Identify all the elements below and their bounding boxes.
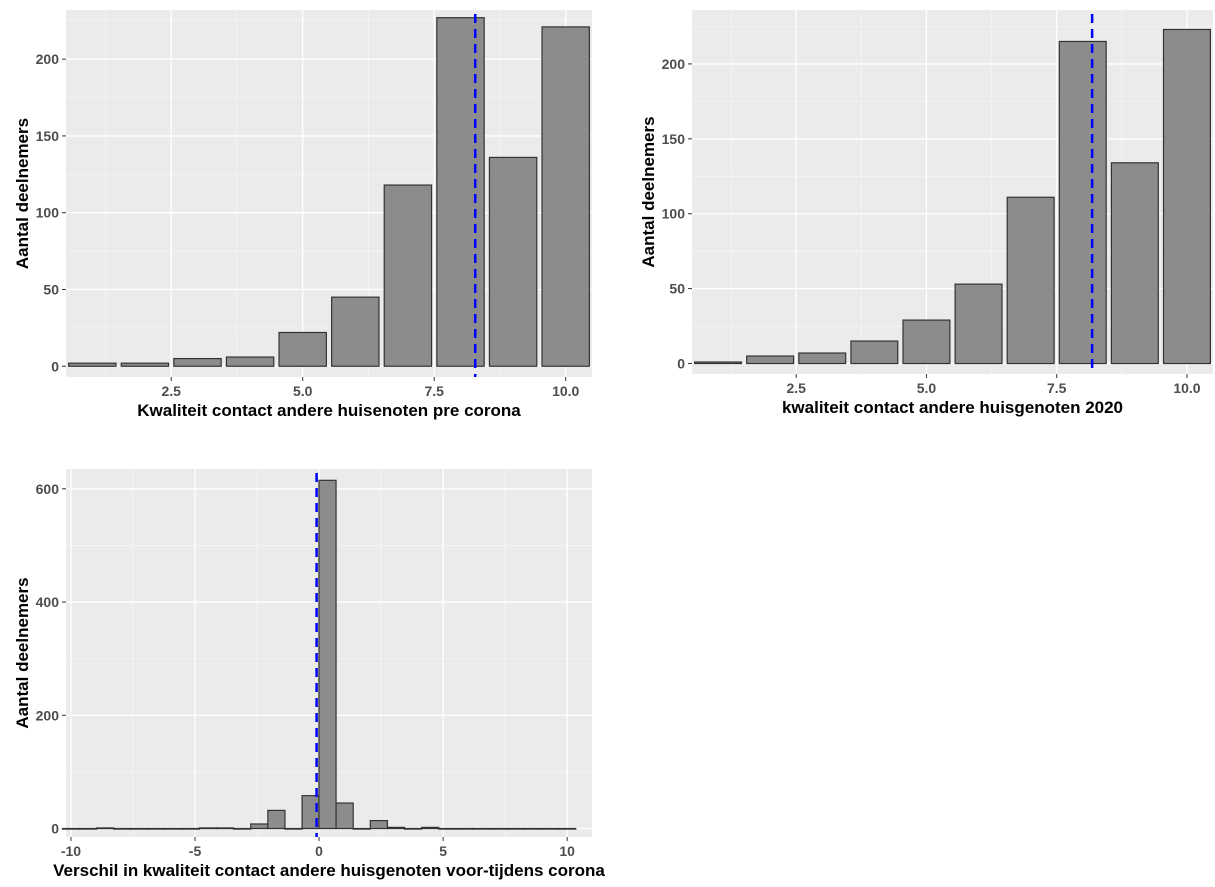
bar <box>1006 196 1055 365</box>
y-axis-title: Aantal deelnemers <box>13 118 32 269</box>
bar <box>1162 28 1211 365</box>
bar <box>558 827 577 830</box>
bar <box>438 827 457 830</box>
y-tick-label: 400 <box>36 594 60 610</box>
x-tick-label: 2.5 <box>161 383 181 399</box>
bar <box>164 827 183 830</box>
bar <box>68 362 117 367</box>
chart-2020: 2.5 5.0 7.5 10.0 0 50 100 150 200 kwaliteit conta… <box>639 10 1213 417</box>
bar <box>113 827 132 830</box>
y-axis-title: Aantal deelnemers <box>639 116 658 267</box>
bar <box>694 361 743 365</box>
bar <box>369 819 389 830</box>
x-tick-label: 5.0 <box>293 383 313 399</box>
bar <box>225 356 275 367</box>
bar <box>541 26 590 367</box>
y-axis-title: Aantal deelnemers <box>13 577 32 728</box>
bar <box>318 479 337 830</box>
bar <box>954 283 1003 365</box>
bar <box>96 827 115 830</box>
y-tick-label: 150 <box>36 128 60 144</box>
bar <box>436 17 485 367</box>
bar <box>746 355 795 365</box>
y-tick-label: 100 <box>662 206 686 222</box>
bar <box>331 296 380 367</box>
x-tick-label: 5 <box>439 843 447 859</box>
bar <box>181 827 200 830</box>
bar <box>798 352 847 365</box>
y-tick-label: 50 <box>43 281 59 297</box>
bar <box>386 826 406 830</box>
x-axis-title: Kwaliteit contact andere huisenoten pre … <box>137 401 521 420</box>
bar <box>250 823 269 830</box>
x-tick-label: 0 <box>315 843 323 859</box>
bar <box>540 827 560 830</box>
bar <box>489 827 508 830</box>
y-tick-label: 150 <box>662 131 686 147</box>
bar <box>78 827 98 830</box>
bar <box>173 357 222 367</box>
bar <box>506 827 525 830</box>
chart-pre-corona: 2.5 5.0 7.5 10.0 0 50 100 150 200 Kwaliteit conta… <box>13 10 592 420</box>
x-tick-label: 10.0 <box>552 383 579 399</box>
bar <box>850 340 899 365</box>
x-tick-label: -5 <box>189 843 202 859</box>
bar <box>267 809 286 830</box>
x-tick-label: 2.5 <box>786 380 806 396</box>
x-tick-label: 10 <box>559 843 575 859</box>
bar <box>233 827 252 830</box>
bar <box>198 827 218 830</box>
x-axis-title: kwaliteit contact andere huisgenoten 202… <box>782 398 1123 417</box>
y-tick-label: 50 <box>669 281 685 297</box>
x-axis-title: Verschil in kwaliteit contact andere hui… <box>53 861 605 880</box>
bar <box>120 362 170 367</box>
y-tick-label: 200 <box>662 56 686 72</box>
bar <box>147 827 166 830</box>
x-tick-label: 5.0 <box>917 380 937 396</box>
bar <box>523 827 543 830</box>
x-tick-label: -10 <box>61 843 81 859</box>
bar <box>383 184 433 367</box>
bar <box>352 827 371 830</box>
x-tick-label: 7.5 <box>1047 380 1067 396</box>
bar <box>1110 162 1159 365</box>
bar <box>488 156 538 367</box>
bar <box>1058 40 1107 365</box>
bar <box>278 331 327 367</box>
bar <box>902 319 951 365</box>
y-tick-label: 600 <box>36 481 60 497</box>
x-tick-label: 10.0 <box>1173 380 1200 396</box>
y-tick-label: 0 <box>51 358 59 374</box>
y-tick-label: 0 <box>677 356 685 372</box>
bar <box>455 827 474 830</box>
y-tick-label: 200 <box>36 51 60 67</box>
y-tick-label: 200 <box>36 707 60 723</box>
x-tick-label: 7.5 <box>424 383 444 399</box>
y-tick-label: 100 <box>36 205 60 221</box>
y-tick-label: 0 <box>51 821 59 837</box>
bar <box>403 827 423 830</box>
bar <box>130 827 149 830</box>
bar <box>215 827 235 830</box>
bar <box>335 802 354 830</box>
chart-difference: -10 -5 0 5 10 0 200 400 600 Verschil in kwaliteit… <box>13 469 605 880</box>
bar <box>284 827 303 830</box>
bar <box>472 827 491 830</box>
bar <box>421 826 440 830</box>
